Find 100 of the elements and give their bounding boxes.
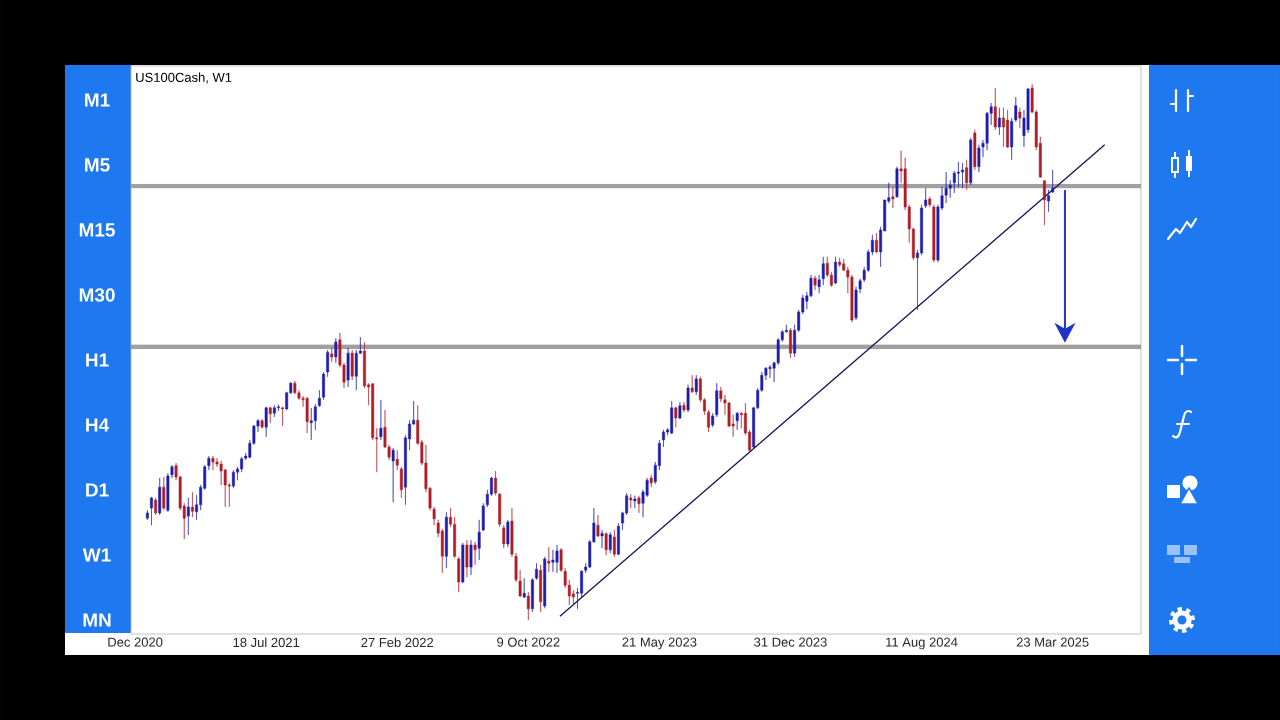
candlestick [1006,109,1009,149]
candlestick [350,349,354,381]
candlestick [281,406,284,427]
candlestick [268,406,272,424]
text: M15 [79,223,115,237]
candlestick [322,371,325,401]
candlestick [330,347,334,363]
x-tick-label: 21 May 2023 [622,637,697,650]
candlestick [502,524,506,549]
candlestick [522,578,526,599]
candlestick [834,256,837,285]
text: M1 [85,93,110,107]
candlestick [1043,179,1046,226]
candlestick [600,529,604,549]
candlestick [662,429,665,448]
candlestick [977,144,981,173]
candlestick [326,349,330,378]
candlestick [1051,169,1055,194]
candlestick [608,531,612,554]
candlestick [961,162,964,189]
candlestick [711,412,715,428]
candlestick [535,563,538,581]
candlestick [965,159,969,191]
candlestick [690,374,694,394]
candlestick [191,491,194,518]
x-tick-label: 27 Feb 2022 [361,637,434,648]
candlestick [838,257,842,268]
text: D1 [86,483,109,497]
candlestick [162,476,166,511]
candlestick [895,166,899,199]
chart-title: US100Cash, W1 [136,72,232,84]
candlestick [186,497,190,536]
candlestick [670,400,674,435]
x-tick-label: Dec 2020 [108,637,163,647]
candlestick [1047,189,1050,212]
candlestick [543,556,547,609]
candlestick [154,497,158,516]
candlestick [678,401,682,420]
candlestick [629,493,633,509]
candlestick [158,477,162,516]
candlestick [1010,117,1014,161]
candlestick [973,129,977,171]
candlestick [924,187,928,209]
candlestick [637,495,641,514]
candlestick [928,196,932,208]
candlestick [260,418,264,429]
candlestick [547,546,551,573]
x-tick-label: 9 Oct 2022 [497,637,560,647]
candlestick [596,514,600,538]
candlestick [150,496,153,526]
candlestick [531,578,534,613]
candlestick [272,404,276,418]
candlestick [395,449,399,471]
candlestick [715,382,719,418]
candlestick [305,396,309,434]
candlestick [891,186,895,209]
candlestick [768,364,772,379]
candlestick [391,447,395,503]
candlestick [735,411,739,431]
text: M5 [85,158,110,172]
candlestick [318,389,321,408]
candlestick [444,511,448,569]
candlestick [813,275,817,291]
candlestick [1018,107,1022,129]
candlestick [633,495,637,509]
candlestick [506,519,510,548]
candlestick [469,539,473,576]
candlestick [465,539,469,578]
candlestick [789,327,792,359]
candlestick [682,401,686,413]
candlestick [1002,107,1005,148]
candlestick [346,347,350,388]
candlestick [997,107,1001,136]
candlestick [612,529,616,558]
candlestick [555,544,559,574]
candlestick [993,87,997,131]
candlestick [551,549,555,573]
candlestick [334,337,338,364]
candlestick [674,406,678,428]
candlestick [457,556,461,593]
candlestick [969,137,973,186]
candlestick [604,531,608,556]
text: H4 [86,418,110,432]
x-tick-label: 11 Aug 2024 [886,637,958,650]
text: MN [83,613,111,627]
candlestick [309,407,313,441]
candlestick [686,384,690,413]
x-tick-label: 23 Mar 2025 [1016,637,1089,647]
candlestick [379,399,383,441]
candlestick [399,466,403,499]
candlestick [231,469,235,489]
x-tick-label: 31 Dec 2023 [754,637,827,647]
candlestick [932,204,936,263]
text: M30 [79,288,115,302]
candlestick [473,541,477,566]
candlestick [539,564,543,613]
candlestick [211,455,215,471]
text: W1 [82,548,111,562]
candlestick [264,406,268,438]
candlestick [526,591,530,621]
